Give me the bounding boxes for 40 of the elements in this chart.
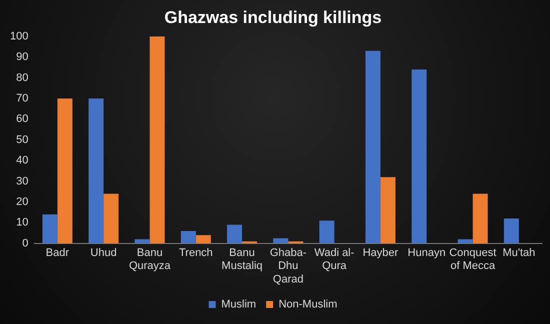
bar <box>319 220 334 244</box>
y-tick-label: 90 <box>16 51 28 64</box>
bar <box>180 230 196 244</box>
bar <box>57 98 72 244</box>
bar <box>504 218 519 244</box>
bar <box>380 177 396 244</box>
legend-label: Non-Muslim <box>278 298 338 311</box>
legend-label: Muslim <box>221 298 256 311</box>
y-tick-label: 10 <box>16 216 28 229</box>
bar <box>365 50 380 244</box>
bar <box>227 224 242 244</box>
bar <box>412 70 427 244</box>
y-tick-label: 40 <box>16 154 28 167</box>
bar <box>88 98 104 244</box>
x-tick-label: Uhud <box>90 247 117 260</box>
x-tick-label: Banu Qurayza <box>128 247 172 272</box>
x-tick-label: Mu'tah <box>502 247 536 260</box>
y-tick-label: 100 <box>10 30 28 42</box>
x-tick-label: Badr <box>46 247 70 260</box>
x-tick-label: Banu Mustaliq <box>222 247 263 272</box>
bar <box>42 214 58 244</box>
x-tick-label: Wadi al-Qura <box>314 247 355 272</box>
x-tick-label: Hunayn <box>408 247 446 260</box>
chart-title: Ghazwas including killings <box>164 8 382 27</box>
bar <box>472 194 488 244</box>
x-tick-label: Conquest of Mecca <box>449 247 496 272</box>
bar <box>150 36 165 244</box>
y-tick-label: 0 <box>22 237 28 250</box>
y-tick-label: 20 <box>16 196 28 208</box>
x-tick-label: Ghaba-Dhu Qarad <box>270 247 307 286</box>
y-tick-label: 60 <box>16 113 28 126</box>
y-tick-label: 50 <box>16 134 28 146</box>
bar <box>273 238 288 244</box>
bar <box>104 194 119 244</box>
x-tick-label: Trench <box>178 247 213 260</box>
x-tick-label: Hayber <box>362 247 399 260</box>
y-tick-label: 80 <box>16 72 28 84</box>
y-tick-label: 30 <box>16 175 28 188</box>
bar <box>196 235 211 244</box>
y-tick-label: 70 <box>16 92 28 105</box>
